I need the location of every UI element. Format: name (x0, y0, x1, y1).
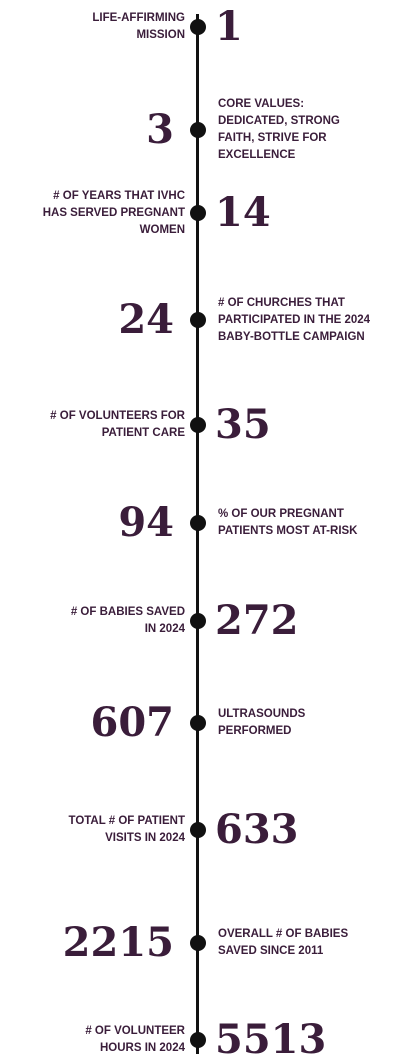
timeline-dot (189, 1032, 206, 1048)
label-line: VISITS IN 2024 (105, 832, 185, 844)
stat-number: 1 (215, 3, 243, 50)
label-line: HAS SERVED PREGNANT (42, 206, 185, 219)
label-line: LIFE-AFFIRMING (92, 12, 185, 24)
timeline-dot (189, 515, 206, 531)
label-line: # OF BABIES SAVED (70, 606, 185, 618)
stat-number: 607 (90, 699, 175, 746)
stat-label: # OF CHURCHES THAT PARTICIPATED IN THE 20… (218, 295, 370, 346)
label-line: # OF VOLUNTEER (85, 1025, 185, 1037)
timeline-dot (189, 822, 206, 838)
label-line: % OF OUR PREGNANT (218, 508, 344, 520)
label-line: BABY-BOTTLE CAMPAIGN (218, 330, 365, 343)
stat-label: OVERALL # OF BABIES SAVED SINCE 2011 (218, 926, 348, 960)
timeline-dot (189, 122, 206, 138)
timeline-dot (189, 205, 206, 221)
label-line: DEDICATED, STRONG (218, 115, 340, 127)
stat-number: 3 (146, 106, 174, 153)
label-line: PATIENTS MOST AT-RISK (218, 525, 358, 537)
timeline-dot (189, 312, 206, 328)
stat-label: # OF YEARS THAT IVHC HAS SERVED PREGNANT W… (43, 188, 185, 239)
stat-label: # OF BABIES SAVED IN 2024 (71, 604, 185, 638)
label-line: PERFORMED (218, 725, 292, 737)
label-line: OVERALL # OF BABIES (218, 928, 349, 940)
timeline-dot (189, 613, 206, 629)
timeline-dot (189, 19, 206, 35)
label-line: ULTRASOUNDS (218, 708, 306, 720)
label-line: EXCELLENCE (218, 149, 296, 161)
timeline-dot (189, 935, 206, 951)
label-line: # OF YEARS THAT IVHC (53, 189, 185, 202)
label-line: HOURS IN 2024 (99, 1042, 185, 1054)
label-line: PATIENT CARE (101, 427, 185, 439)
stat-label: LIFE-AFFIRMING MISSION (92, 10, 185, 44)
stat-number: 633 (215, 806, 299, 853)
timeline-dot (189, 417, 206, 433)
label-line: CORE VALUES: (218, 98, 305, 110)
label-line: TOTAL # OF PATIENT (68, 815, 186, 827)
stat-label: ULTRASOUNDS PERFORMED (218, 706, 305, 740)
label-line: # OF CHURCHES THAT (218, 296, 345, 309)
stat-label: % OF OUR PREGNANT PATIENTS MOST AT-RISK (218, 506, 358, 540)
stat-number: 2215 (62, 919, 174, 966)
stat-number: 14 (215, 189, 271, 236)
label-line: PARTICIPATED IN THE 2024 (218, 313, 371, 326)
stat-number: 272 (215, 597, 299, 644)
label-line: # OF VOLUNTEERS FOR (50, 410, 185, 422)
label-line: WOMEN (139, 223, 185, 236)
stat-label: # OF VOLUNTEER HOURS IN 2024 (85, 1023, 185, 1057)
label-line: MISSION (136, 29, 185, 41)
stat-label: CORE VALUES: DEDICATED, STRONG FAITH, STRI… (218, 96, 340, 164)
stat-label: # OF VOLUNTEERS FOR PATIENT CARE (50, 408, 185, 442)
stat-number: 94 (118, 499, 174, 546)
stat-label: TOTAL # OF PATIENT VISITS IN 2024 (69, 813, 186, 847)
label-line: FAITH, STRIVE FOR (218, 132, 327, 144)
stat-number: 24 (118, 296, 174, 343)
label-line: SAVED SINCE 2011 (218, 945, 324, 957)
stat-number: 5513 (215, 1016, 327, 1063)
timeline-dot (189, 715, 206, 731)
label-line: IN 2024 (144, 623, 185, 635)
timeline-axis (196, 14, 199, 1054)
stat-number: 35 (215, 401, 271, 448)
